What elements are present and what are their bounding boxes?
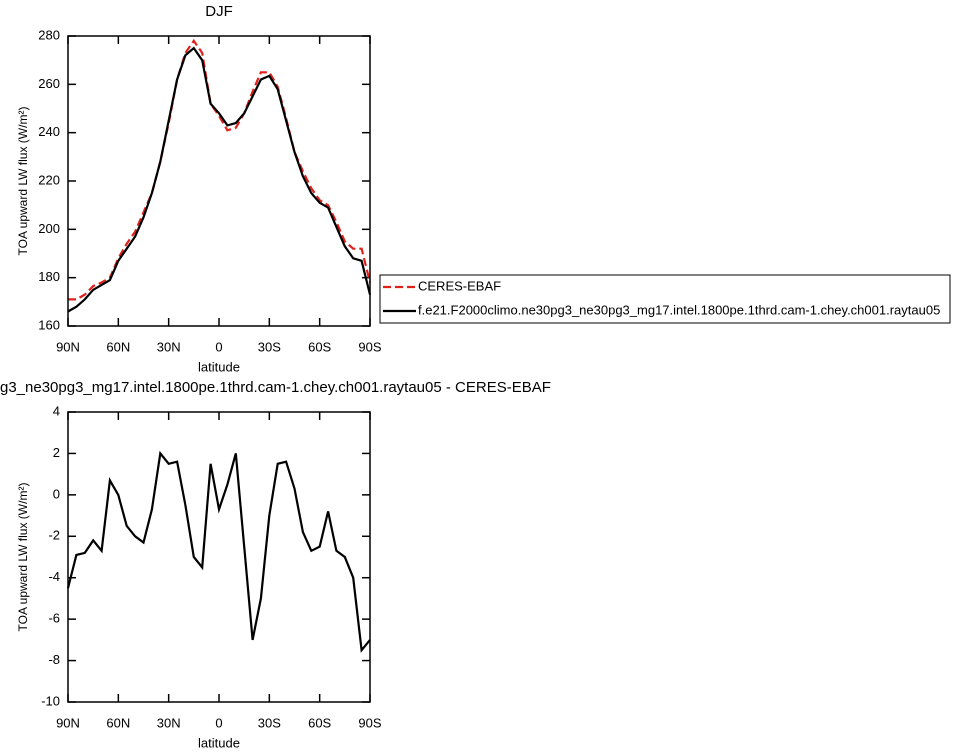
- y-tick-label: 200: [38, 221, 60, 236]
- x-tick-label: 30S: [258, 339, 281, 354]
- x-tick-label: 30N: [157, 715, 181, 730]
- x-tick-label: 90S: [358, 715, 381, 730]
- x-axis-label: latitude: [198, 359, 240, 374]
- x-axis-label: latitude: [198, 735, 240, 750]
- y-tick-label: 220: [38, 172, 60, 187]
- plot-frame: [67, 411, 371, 703]
- x-tick-label: 60S: [308, 339, 331, 354]
- x-tick-label: 0: [215, 339, 222, 354]
- y-tick-label: 160: [38, 317, 60, 332]
- plot-frame: [67, 35, 371, 327]
- x-tick-label: 30N: [157, 339, 181, 354]
- x-tick-label: 30S: [258, 715, 281, 730]
- y-tick-label: -8: [48, 652, 60, 667]
- legend-label: CERES-EBAF: [418, 278, 501, 293]
- chart-title: g3_ne30pg3_mg17.intel.1800pe.1thrd.cam-1…: [0, 379, 551, 396]
- y-tick-label: -4: [48, 569, 60, 584]
- data-line: [66, 450, 371, 653]
- x-tick-label: 90N: [56, 339, 80, 354]
- y-tick-label: 240: [38, 124, 60, 139]
- x-tick-label: 60N: [106, 715, 130, 730]
- legend-label: f.e21.F2000climo.ne30pg3_ne30pg3_mg17.in…: [418, 302, 940, 317]
- y-axis-label: TOA upward LW flux (W/m²): [16, 483, 30, 632]
- x-tick-label: 90S: [358, 339, 381, 354]
- x-tick-label: 90N: [56, 715, 80, 730]
- y-tick-label: 0: [53, 486, 60, 501]
- y-tick-label: -10: [41, 693, 60, 708]
- chart-title: DJF: [205, 3, 233, 20]
- y-tick-label: 180: [38, 269, 60, 284]
- y-tick-label: 4: [53, 403, 60, 418]
- y-tick-label: -6: [48, 611, 60, 626]
- legend-box: [379, 274, 951, 324]
- y-tick-label: 2: [53, 445, 60, 460]
- data-line: [67, 46, 372, 313]
- x-tick-label: 60N: [106, 339, 130, 354]
- x-tick-label: 60S: [308, 715, 331, 730]
- y-tick-label: 280: [38, 27, 60, 42]
- y-axis-label: TOA upward LW flux (W/m²): [16, 107, 30, 256]
- y-tick-label: 260: [38, 76, 60, 91]
- x-tick-label: 0: [215, 715, 222, 730]
- y-tick-label: -2: [48, 528, 60, 543]
- data-line: [68, 38, 372, 301]
